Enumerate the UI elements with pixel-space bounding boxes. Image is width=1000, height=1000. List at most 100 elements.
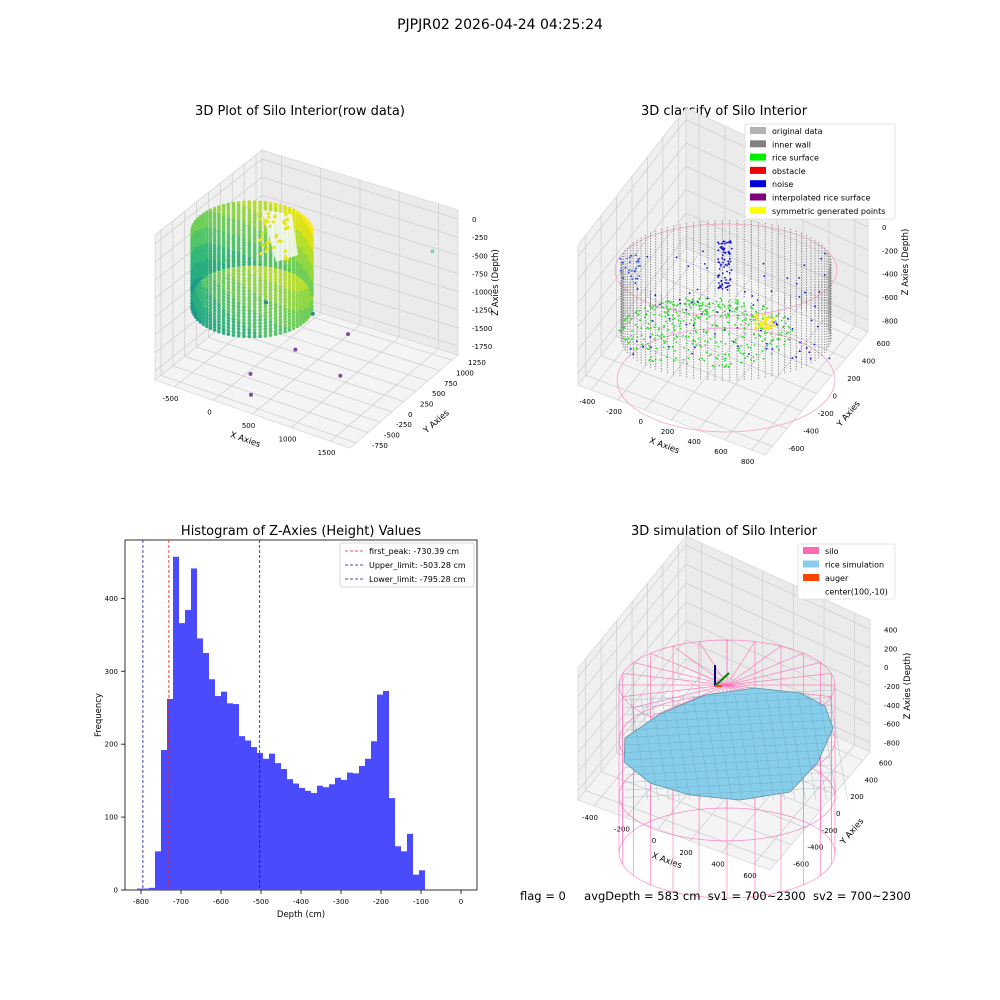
- raw-surface-point: [201, 299, 206, 304]
- cls-symmetric-point: [764, 321, 767, 325]
- raw-surface-point: [247, 321, 252, 326]
- raw-surface-point: [283, 287, 287, 292]
- raw-surface-point: [231, 223, 236, 227]
- raw-surface-point: [226, 329, 231, 333]
- raw-surface-point: [242, 324, 246, 329]
- raw-surface-point: [273, 303, 278, 307]
- cls-rice-surface-point: [755, 311, 757, 314]
- raw-surface-point: [221, 244, 226, 248]
- cls-rice-surface-point: [654, 323, 657, 326]
- raw-surface-point: [217, 243, 221, 247]
- cls-rice-surface-point: [706, 313, 708, 315]
- raw-surface-point: [198, 320, 203, 324]
- cls-rice-surface-point: [715, 356, 718, 359]
- cls-grid-z: [577, 212, 869, 351]
- hist-bar: [263, 758, 269, 890]
- raw-surface-point: [298, 269, 303, 273]
- raw-surface-point: [208, 319, 213, 324]
- raw-surface-point: [247, 213, 252, 218]
- raw-surface-point: [291, 270, 296, 275]
- raw-surface-point: [205, 234, 209, 239]
- raw-surface-point: [221, 252, 226, 256]
- raw-surface-point: [258, 254, 262, 259]
- cls-rice-surface-point: [774, 320, 777, 322]
- raw-surface-point: [258, 238, 262, 242]
- sim-legend-swatch: [803, 560, 819, 568]
- hist-x-tick-label: -100: [413, 898, 429, 906]
- hist-bar: [377, 694, 383, 890]
- raw-surface-point: [212, 206, 217, 211]
- cls-noise-point: [727, 262, 730, 265]
- raw-surface-point: [236, 327, 241, 332]
- raw-surface-point: [212, 266, 217, 270]
- cls-rice-surface-point: [631, 338, 633, 340]
- cls-z-tick-label: -800: [882, 317, 898, 325]
- cls-rice-surface-point: [725, 364, 727, 366]
- raw-surface-point: [268, 258, 273, 263]
- raw-surface-point: [291, 319, 296, 324]
- cls-rice-surface-point: [685, 342, 688, 345]
- sim-rice-mesh: [624, 742, 834, 753]
- raw-surface-point: [190, 304, 194, 309]
- hist-bar: [203, 653, 209, 890]
- cls-rice-surface-point: [647, 322, 650, 325]
- raw-surface-point: [201, 231, 206, 236]
- raw-surface-point: [221, 298, 226, 303]
- raw-surface-point: [201, 245, 206, 249]
- sim-y-tick-label: 600: [879, 759, 892, 767]
- raw-surface-point: [226, 274, 231, 278]
- raw-surface-point: [247, 202, 252, 207]
- raw-surface-point: [252, 238, 257, 242]
- raw-surface-point: [301, 241, 306, 246]
- cls-rice-surface-point: [705, 317, 708, 320]
- raw-surface-point: [258, 289, 262, 293]
- cls-rice-surface-point: [664, 315, 667, 318]
- raw-surface-point: [217, 307, 221, 311]
- raw-surface-point: [295, 324, 300, 329]
- raw-surface-point: [236, 225, 241, 229]
- raw-surface-point: [295, 298, 300, 303]
- cls-rice-surface-point: [747, 323, 750, 326]
- raw-surface-point: [208, 323, 213, 327]
- raw-surface-point: [242, 311, 246, 316]
- hist-bar: [323, 787, 329, 890]
- raw-surface-point: [273, 214, 277, 218]
- raw-surface-point: [310, 300, 314, 305]
- raw-surface-point: [201, 212, 206, 217]
- cls-rice-surface-point: [678, 325, 681, 328]
- raw-surface-point: [205, 305, 209, 309]
- raw-surface-point: [301, 258, 306, 262]
- sim-legend-label: center(100,-10): [825, 588, 888, 597]
- cls-rice-surface-point: [703, 313, 706, 315]
- cls-y-tick-label: 0: [833, 393, 837, 401]
- raw-surface-point: [201, 261, 206, 265]
- cls-noise-point: [725, 279, 727, 281]
- raw-surface-point: [205, 295, 209, 299]
- cls-rice-surface-point: [641, 343, 644, 346]
- cls-noise-point: [729, 278, 731, 281]
- raw-surface-point: [247, 229, 252, 234]
- cls-rice-surface-point: [780, 334, 783, 337]
- cls-rice-surface-point: [688, 303, 690, 305]
- raw-surface-point: [208, 284, 213, 288]
- cls-noise-point: [818, 291, 821, 293]
- hist-x-tick-label: -200: [373, 898, 389, 906]
- raw-surface-point: [283, 249, 287, 253]
- raw-surface-point: [212, 305, 217, 310]
- raw-surface-point: [212, 231, 217, 235]
- raw-surface-point: [304, 244, 308, 248]
- cls-rice-surface-point: [622, 337, 625, 340]
- cls-noise-point: [692, 324, 695, 327]
- sim-rice-mesh: [787, 694, 806, 801]
- sim-rice-mesh: [755, 694, 775, 801]
- cls-rice-surface-point: [719, 307, 722, 309]
- cls-rice-surface-point: [638, 309, 641, 312]
- raw-surface-point: [252, 243, 257, 247]
- raw-surface-point: [258, 262, 262, 267]
- raw-surface-point: [242, 279, 246, 284]
- raw-surface-point: [252, 295, 257, 300]
- cls-noise-point: [720, 279, 723, 282]
- hist-bar: [209, 679, 215, 890]
- raw-surface-point: [221, 289, 226, 293]
- raw-surface-point: [278, 314, 283, 319]
